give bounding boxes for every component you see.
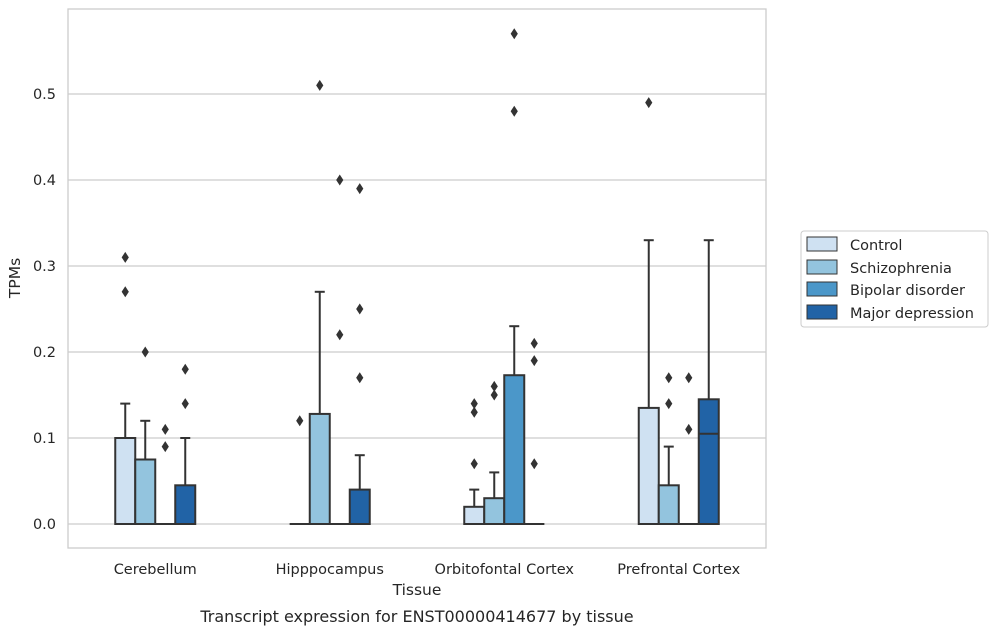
box-schizophrenia-cerebellum	[134, 346, 157, 525]
box-body	[503, 374, 526, 525]
box-body	[657, 484, 680, 525]
outlier-point	[121, 286, 129, 298]
box-bipolar-disorder-hipppocampus	[329, 174, 350, 525]
outlier-point	[121, 251, 129, 263]
outlier-point	[685, 423, 693, 435]
box-schizophrenia-prefrontal-cortex	[657, 372, 680, 525]
outlier-point	[645, 97, 653, 109]
legend-item-major-depression: Major depression	[806, 304, 974, 322]
outlier-point	[181, 398, 189, 410]
outlier-point	[296, 415, 304, 427]
box-body	[308, 412, 331, 526]
outlier-point	[510, 105, 518, 117]
y-tick-labels: 0.0 0.1 0.2 0.3 0.4 0.5	[33, 87, 56, 533]
box-body	[637, 406, 660, 525]
outlier-point	[181, 363, 189, 375]
box-body	[134, 458, 157, 525]
box-major-depression-cerebellum	[174, 363, 197, 525]
x-tick-labels: Cerebellum Hipppocampus Orbitofontal Corte…	[114, 562, 741, 578]
legend-swatch-control	[806, 236, 838, 252]
outlier-point	[356, 372, 364, 384]
y-tick-label: 0.3	[33, 259, 56, 275]
x-tick-label-orbitofontal-cortex: Orbitofontal Cortex	[435, 562, 575, 578]
box-schizophrenia-orbitofontal-cortex	[483, 380, 506, 526]
box-control-cerebellum	[114, 251, 137, 525]
box-body	[114, 437, 137, 525]
box-body	[463, 505, 486, 525]
outlier-point	[336, 329, 344, 341]
chart-caption: Transcript expression for ENST0000041467…	[199, 607, 633, 626]
legend-item-control: Control	[806, 236, 902, 254]
outlier-point	[685, 372, 693, 384]
outlier-point	[141, 346, 149, 358]
box-major-depression-orbitofontal-cortex	[524, 337, 545, 525]
outlier-point	[470, 406, 478, 418]
series-major-depression	[174, 183, 720, 526]
x-tick-label-prefrontal-cortex: Prefrontal Cortex	[617, 562, 740, 578]
outlier-point	[490, 389, 498, 401]
outlier-point	[490, 380, 498, 392]
y-tick-label: 0.4	[33, 173, 56, 189]
legend-label-bipolar-disorder: Bipolar disorder	[850, 283, 965, 299]
legend-swatch-bipolar-disorder	[806, 281, 838, 297]
gridlines	[68, 93, 766, 525]
box-major-depression-hipppocampus	[348, 183, 371, 526]
legend-label-control: Control	[850, 238, 902, 254]
outlier-point	[161, 423, 169, 435]
x-tick-label-hipppocampus: Hipppocampus	[276, 562, 384, 578]
outlier-point	[665, 398, 673, 410]
box-body	[697, 398, 720, 525]
outlier-point	[530, 458, 538, 470]
outlier-point	[356, 183, 364, 195]
outlier-point	[336, 174, 344, 186]
y-tick-label: 0.5	[33, 87, 56, 103]
x-tick-label-cerebellum: Cerebellum	[114, 562, 197, 578]
box-body	[174, 484, 197, 525]
legend-swatch-major-depression	[806, 304, 838, 320]
legend-item-bipolar-disorder: Bipolar disorder	[806, 281, 965, 299]
legend: Control Schizophrenia Bipolar disorder M…	[800, 230, 989, 328]
outlier-point	[356, 303, 364, 315]
box-bipolar-disorder-orbitofontal-cortex	[503, 28, 526, 525]
outlier-point	[530, 337, 538, 349]
outlier-point	[510, 28, 518, 40]
outlier-point	[665, 372, 673, 384]
series-control	[114, 97, 660, 525]
y-tick-label: 0.0	[33, 517, 56, 533]
box-bipolar-disorder-prefrontal-cortex	[678, 372, 699, 525]
y-tick-label: 0.2	[33, 345, 56, 361]
legend-swatch-schizophrenia	[806, 259, 838, 275]
box-body	[348, 488, 371, 526]
outlier-point	[530, 355, 538, 367]
plot-frame	[67, 8, 767, 549]
y-axis-label: TPMs	[6, 258, 24, 299]
box-schizophrenia-hipppocampus	[308, 79, 331, 526]
box-control-prefrontal-cortex	[637, 97, 660, 525]
outlier-point	[470, 458, 478, 470]
box-major-depression-prefrontal-cortex	[697, 239, 720, 525]
outlier-point	[470, 398, 478, 410]
series-schizophrenia	[134, 79, 680, 526]
x-axis-label: Tissue	[392, 581, 442, 599]
outlier-point	[161, 441, 169, 453]
legend-label-major-depression: Major depression	[850, 306, 974, 322]
legend-item-schizophrenia: Schizophrenia	[806, 259, 952, 277]
box-control-orbitofontal-cortex	[463, 398, 486, 525]
series-bipolar-disorder	[155, 28, 699, 525]
box-control-hipppocampus	[289, 415, 310, 525]
legend-frame	[800, 230, 989, 328]
legend-label-schizophrenia: Schizophrenia	[850, 261, 952, 277]
box-bipolar-disorder-cerebellum	[155, 423, 176, 525]
box-body	[483, 497, 506, 526]
outlier-point	[316, 79, 324, 91]
box-series	[114, 28, 720, 526]
y-tick-label: 0.1	[33, 431, 56, 447]
